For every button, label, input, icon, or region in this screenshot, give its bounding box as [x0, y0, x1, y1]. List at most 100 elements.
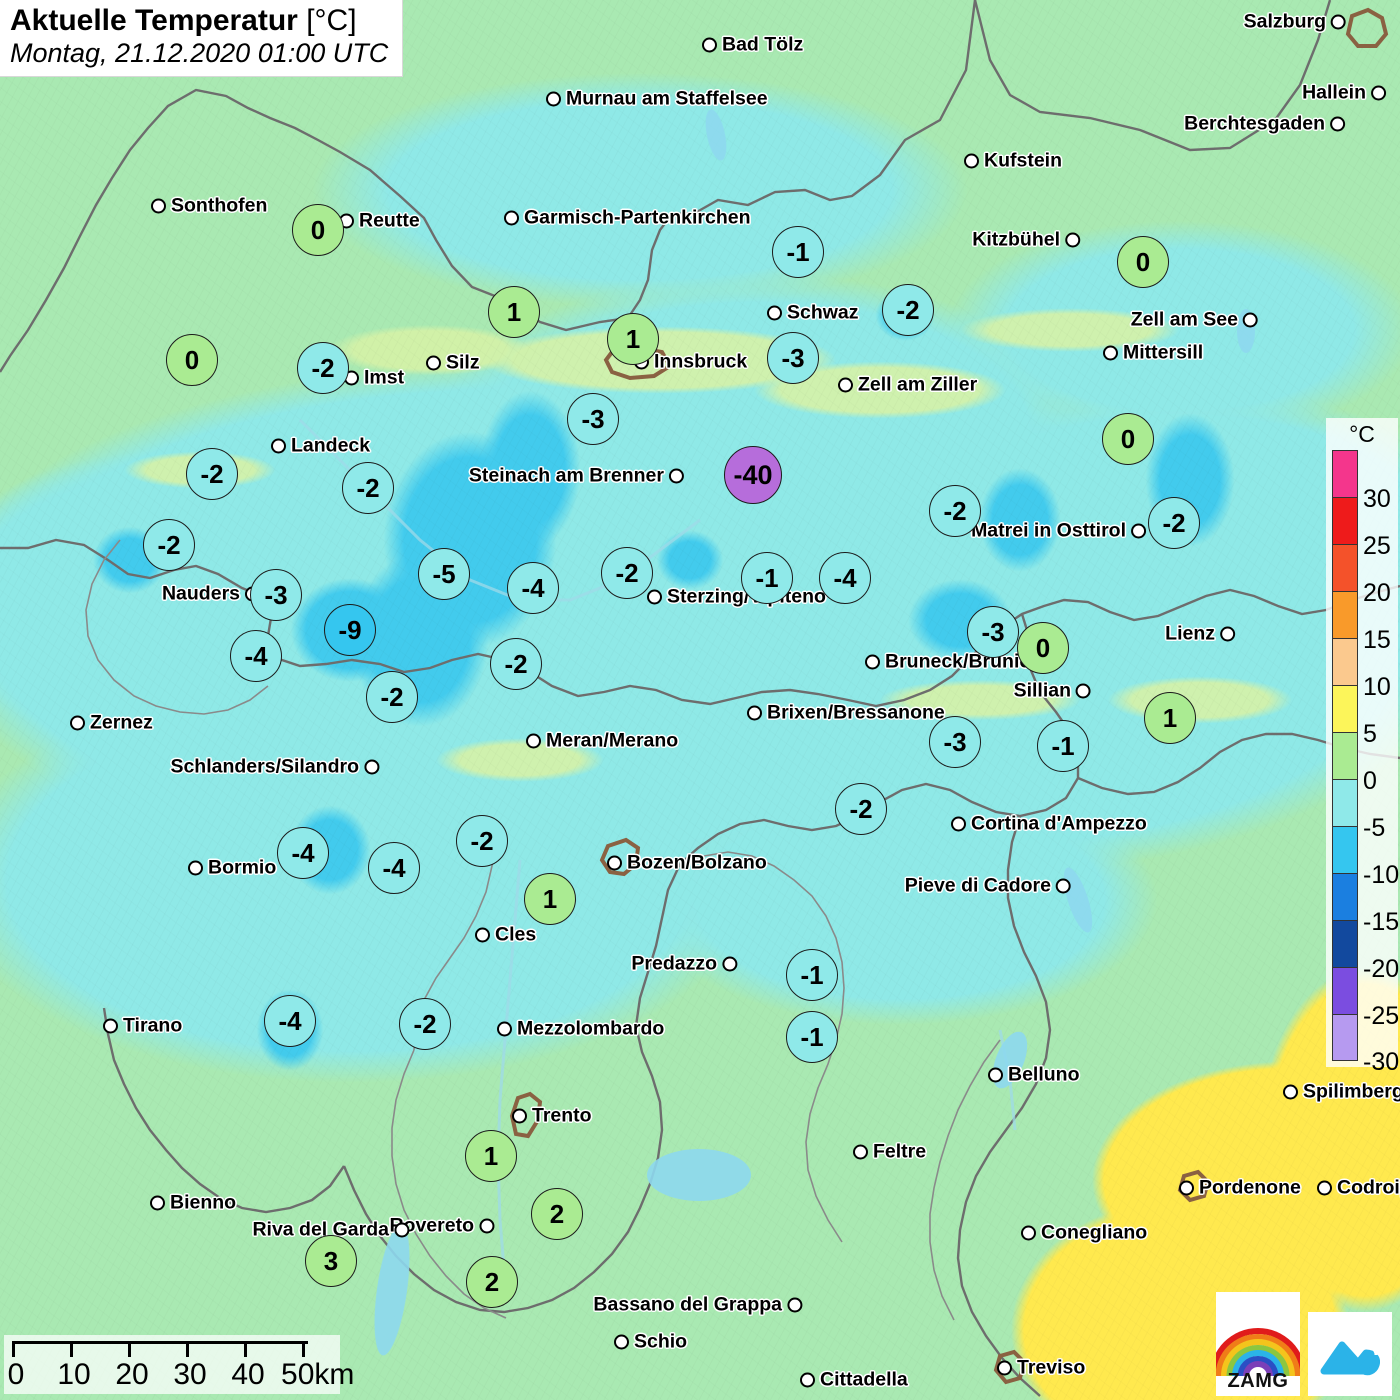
temperature-legend: °C 30 25 20 15 10 5 0 -5 -10 -15 -20 -25 -30: [1326, 418, 1399, 1075]
temperature-bubble[interactable]: -2: [297, 342, 349, 394]
legend-band: -30: [1332, 1014, 1399, 1075]
temperature-bubble[interactable]: -3: [929, 716, 981, 768]
mountain-cloud-logo[interactable]: [1308, 1312, 1392, 1396]
temperature-bubble[interactable]: 2: [466, 1256, 518, 1308]
rainbow-arc: [1243, 1361, 1273, 1376]
temperature-bubble[interactable]: 1: [465, 1130, 517, 1182]
map-title-box: Aktuelle Temperatur [°C] Montag, 21.12.2…: [0, 0, 403, 76]
temperature-bubble[interactable]: -3: [967, 606, 1019, 658]
rainbow-icon: [1216, 1318, 1300, 1376]
temperature-bubble[interactable]: -1: [786, 1011, 838, 1063]
scale-tick-label: 50km: [281, 1358, 355, 1391]
temperature-bubble[interactable]: -4: [277, 827, 329, 879]
temperature-bubble[interactable]: -40: [724, 446, 782, 504]
scale-tick-label: 10: [57, 1358, 91, 1391]
legend-band-label: 20: [1363, 579, 1391, 608]
temperature-bubble[interactable]: 2: [531, 1188, 583, 1240]
rainbow-arc: [1216, 1328, 1300, 1376]
lakes: [374, 109, 1255, 1356]
legend-band: 15: [1332, 591, 1391, 653]
temperature-bubble[interactable]: 0: [292, 204, 344, 256]
temperature-bubble[interactable]: -4: [507, 562, 559, 614]
scale-bar-ticks: [12, 1341, 308, 1358]
legend-band-label: 0: [1363, 767, 1377, 796]
legend-band: 30: [1332, 450, 1391, 512]
legend-band: 20: [1332, 544, 1391, 606]
scale-tick-label: 0: [7, 1358, 25, 1391]
legend-band: -10: [1332, 826, 1399, 888]
scale-tick-label: 40: [231, 1358, 265, 1391]
legend-band: -5: [1332, 779, 1385, 841]
temperature-bubble[interactable]: -1: [1037, 720, 1089, 772]
scale-tick-label: 20: [115, 1358, 149, 1391]
temperature-bubble[interactable]: -2: [342, 462, 394, 514]
rainbow-arc: [1237, 1355, 1279, 1376]
temperature-bubble[interactable]: -2: [399, 998, 451, 1050]
temperature-bubble[interactable]: -2: [366, 671, 418, 723]
scale-tick-label: 30: [173, 1358, 207, 1391]
temperature-bubble[interactable]: 1: [488, 286, 540, 338]
temperature-bubble[interactable]: -2: [929, 485, 981, 537]
temperature-bubble[interactable]: -2: [1148, 497, 1200, 549]
temperature-bubble[interactable]: -1: [786, 949, 838, 1001]
legend-band-label: 25: [1363, 532, 1391, 561]
legend-band-label: 30: [1363, 485, 1391, 514]
rainbow-arc: [1232, 1350, 1284, 1376]
temperature-bubble[interactable]: 1: [1144, 692, 1196, 744]
temperature-bubble[interactable]: 1: [607, 313, 659, 365]
title-main-text: Aktuelle Temperatur: [10, 4, 298, 37]
legend-band: -25: [1332, 967, 1399, 1029]
scale-tick: [244, 1344, 247, 1357]
zamg-logo[interactable]: ZAMG: [1216, 1292, 1300, 1396]
temperature-bubble[interactable]: -4: [230, 630, 282, 682]
scale-bar-labels: 0 10 20 30 40 50km: [8, 1358, 355, 1392]
logo-group: ZAMG: [1216, 1292, 1392, 1396]
temperature-bubble[interactable]: -3: [767, 332, 819, 384]
legend-band-label: -5: [1363, 814, 1386, 843]
temperature-bubble[interactable]: -4: [819, 552, 871, 604]
temperature-bubble[interactable]: 1: [524, 873, 576, 925]
legend-band: 10: [1332, 638, 1391, 700]
legend-band: -20: [1332, 920, 1399, 982]
temperature-bubble[interactable]: -1: [772, 226, 824, 278]
map-timestamp: Montag, 21.12.2020 01:00 UTC: [10, 37, 389, 68]
legend-band: 0: [1332, 732, 1377, 794]
legend-band: 25: [1332, 497, 1391, 559]
legend-band-label: -20: [1363, 955, 1400, 984]
temperature-bubble[interactable]: -2: [601, 547, 653, 599]
mountain-cloud-icon: [1320, 1341, 1380, 1376]
temperature-bubble[interactable]: 0: [1102, 413, 1154, 465]
temperature-bubble[interactable]: -2: [456, 815, 508, 867]
temperature-bubble[interactable]: -2: [835, 783, 887, 835]
temperature-bubble[interactable]: 3: [305, 1235, 357, 1287]
temperature-bubble[interactable]: 0: [1017, 622, 1069, 674]
temperature-bubble[interactable]: -2: [882, 284, 934, 336]
legend-band: -15: [1332, 873, 1399, 935]
temperature-bubble[interactable]: -9: [324, 604, 376, 656]
legend-band-label: -30: [1363, 1048, 1400, 1077]
scale-tick: [128, 1344, 131, 1357]
temperature-bubble[interactable]: -3: [567, 393, 619, 445]
temperature-bubble[interactable]: -2: [143, 519, 195, 571]
temperature-bubble[interactable]: 0: [1117, 236, 1169, 288]
temperature-bubble[interactable]: -2: [490, 638, 542, 690]
scale-tick: [70, 1344, 73, 1357]
legend-band-label: -10: [1363, 861, 1400, 890]
scale-tick: [186, 1344, 189, 1357]
legend-unit-label: °C: [1349, 421, 1375, 447]
temperature-bubble[interactable]: -3: [250, 569, 302, 621]
legend-color-bar: 30 25 20 15 10 5 0 -5 -10 -15 -20 -25 -30: [1332, 450, 1399, 1075]
temperature-bubble[interactable]: -2: [186, 448, 238, 500]
temperature-bubble[interactable]: 0: [166, 334, 218, 386]
legend-band-label: 5: [1363, 720, 1377, 749]
city-boundary-outlines: [509, 7, 1389, 1385]
temperature-bubble[interactable]: -5: [418, 548, 470, 600]
temperature-bubble[interactable]: -4: [264, 995, 316, 1047]
temperature-bubble[interactable]: -1: [741, 552, 793, 604]
temperature-bubble[interactable]: -4: [368, 842, 420, 894]
title-unit-text: [°C]: [306, 4, 357, 37]
legend-band-label: -25: [1363, 1002, 1400, 1031]
scale-tick: [302, 1344, 305, 1357]
